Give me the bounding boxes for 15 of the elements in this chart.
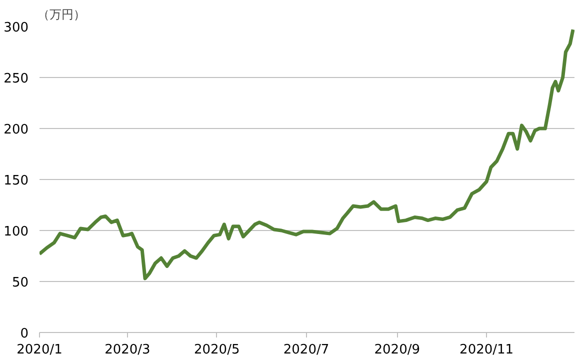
y-tick-label: 100 (4, 224, 29, 240)
y-tick-label: 0 (20, 326, 29, 342)
x-tick-label: 2020/11 (460, 342, 514, 358)
y-axis-title: （万円） (38, 8, 86, 22)
line-series (40, 28, 574, 280)
x-tick-label: 2020/9 (374, 342, 420, 358)
x-tick-label: 2020/3 (104, 342, 150, 358)
x-tick-label: 2020/7 (283, 342, 330, 358)
y-tick-label: 150 (4, 174, 29, 188)
y-tick-label: 300 (4, 20, 29, 36)
x-tick-label: 2020/1 (16, 342, 62, 358)
y-tick-label: 250 (4, 72, 29, 86)
y-tick-label: 50 (12, 276, 29, 290)
x-tick-label: 2020/5 (194, 342, 240, 358)
y-tick-label: 200 (4, 122, 29, 138)
